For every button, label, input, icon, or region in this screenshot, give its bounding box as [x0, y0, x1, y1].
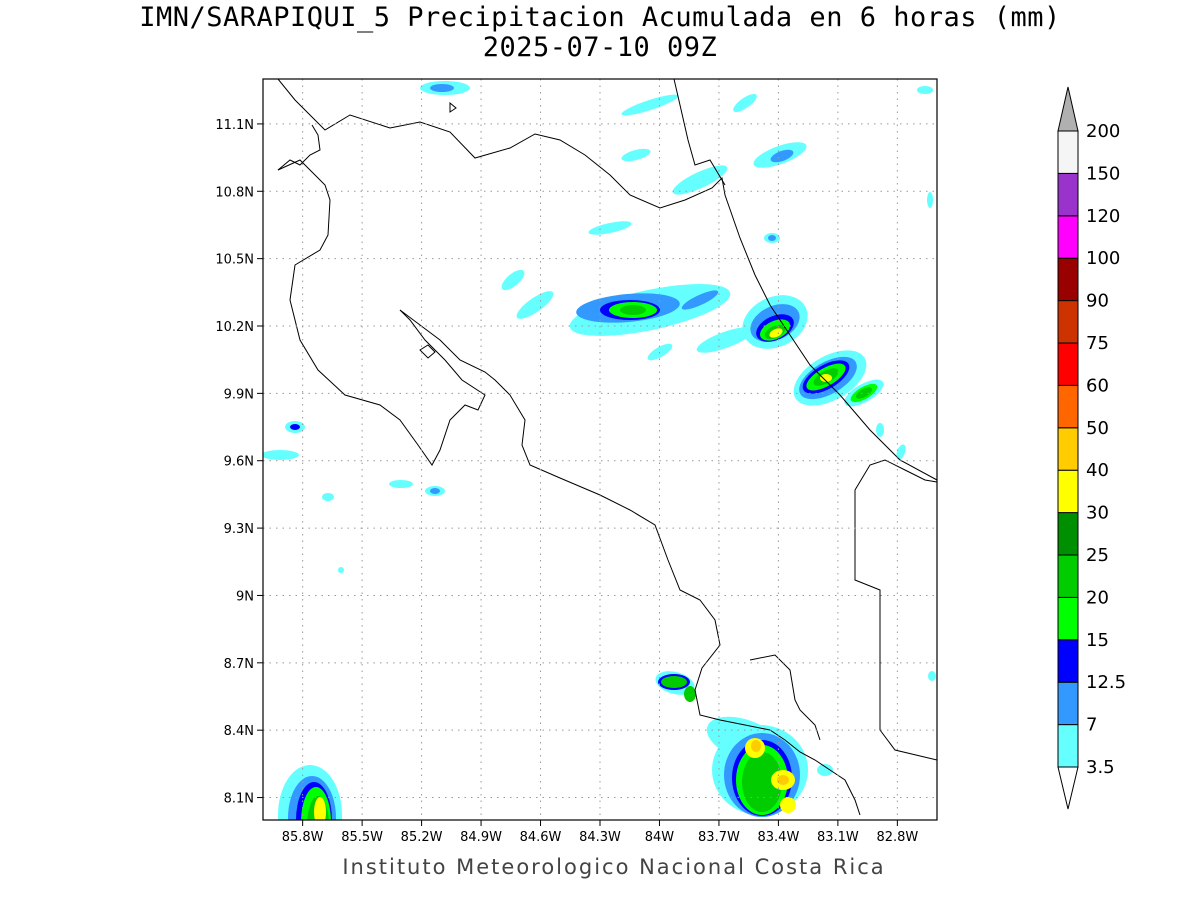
legend-label: 50 [1086, 418, 1109, 439]
legend-color-box [1057, 384, 1079, 429]
legend-over-triangle [1057, 86, 1079, 132]
lat-tick-label: 8.1N [224, 792, 254, 807]
lon-tick-label: 83.4W [758, 830, 800, 845]
lon-tick-label: 83.7W [698, 830, 740, 845]
lat-tick-label: 8.7N [224, 657, 254, 672]
legend-color-box [1057, 469, 1079, 514]
legend-label: 120 [1086, 206, 1120, 227]
lat-tick-label: 9.3N [224, 522, 254, 537]
legend-color-box [1057, 554, 1079, 598]
graticule-grid [263, 79, 937, 820]
legend-color-box [1057, 300, 1079, 344]
legend-color-box [1057, 596, 1079, 641]
lat-tick-label: 9.6N [224, 455, 254, 470]
legend-label: 40 [1086, 460, 1109, 481]
lat-tick-label: 10.8N [215, 185, 254, 200]
legend-label: 90 [1086, 291, 1109, 312]
legend-label: 30 [1086, 503, 1109, 524]
legend-label: 200 [1086, 121, 1120, 142]
legend-label: 100 [1086, 248, 1120, 269]
lat-tick-label: 10.2N [215, 320, 254, 335]
precipitation-field [263, 81, 936, 820]
legend-label: 3.5 [1086, 757, 1115, 778]
legend-color-box [1057, 639, 1079, 683]
legend-label: 25 [1086, 545, 1109, 566]
lat-tick-label: 9N [236, 589, 254, 604]
lat-tick-label: 8.4N [224, 724, 254, 739]
legend-label: 150 [1086, 163, 1120, 184]
lat-tick-label: 9.9N [224, 387, 254, 402]
legend-color-box [1057, 172, 1079, 217]
legend-under-triangle [1057, 766, 1079, 810]
legend-color-box [1057, 427, 1079, 471]
lon-tick-label: 84.9W [460, 830, 502, 845]
legend-color-box [1057, 681, 1079, 726]
chart-title: IMN/SARAPIQUI_5 Precipitacion Acumulada … [139, 2, 1061, 33]
legend-label: 60 [1086, 375, 1109, 396]
legend-label: 75 [1086, 333, 1109, 354]
lat-tick-label: 11.1N [215, 118, 254, 133]
legend-label: 12.5 [1086, 672, 1126, 693]
legend-color-box [1057, 257, 1079, 302]
chart-subtitle-date: 2025-07-10 09Z [482, 32, 718, 63]
lat-tick-label: 10.5N [215, 253, 254, 268]
lon-tick-label: 83.1W [817, 830, 859, 845]
legend-label: 7 [1086, 715, 1097, 736]
lon-tick-label: 84.6W [520, 830, 562, 845]
lon-tick-label: 82.8W [876, 830, 918, 845]
legend-color-box [1057, 215, 1079, 259]
lon-tick-label: 84.3W [579, 830, 621, 845]
legend-label: 20 [1086, 587, 1109, 608]
lon-tick-label: 85.2W [401, 830, 443, 845]
color-legend: 3.5 7 12.5 15 20 25 30 40 50 60 75 90 100 120 150 200 [1057, 86, 1126, 810]
latitude-axis: 11.1N 10.8N 10.5N 10.2N 9.9N 9.6N 9.3N 9N 8.7N 8.… [215, 118, 263, 807]
legend-color-box [1057, 342, 1079, 386]
legend-color-box [1057, 512, 1079, 556]
lon-tick-label: 85.5W [341, 830, 383, 845]
longitude-axis: 85.8W 85.5W 85.2W 84.9W 84.6W 84.3W 84W 83.7W 83… [282, 820, 918, 845]
coastline-borders [277, 79, 937, 816]
credit-line: Instituto Meteorologico Nacional Costa R… [342, 855, 886, 879]
legend-label: 15 [1086, 630, 1109, 651]
lon-tick-label: 84W [645, 830, 675, 845]
legend-color-box [1057, 724, 1079, 768]
legend-color-box [1057, 130, 1079, 174]
lon-tick-label: 85.8W [282, 830, 324, 845]
